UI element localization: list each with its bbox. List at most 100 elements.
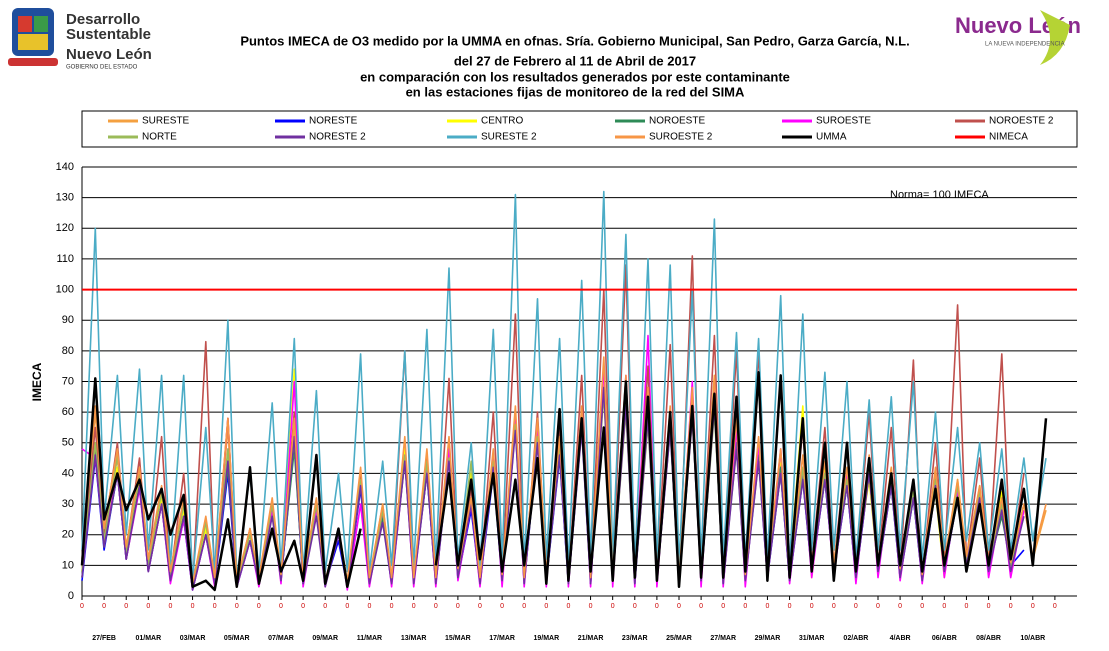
date-label: 03/MAR xyxy=(180,635,206,642)
x-tick-label: 0 xyxy=(942,603,946,610)
x-tick-label: 0 xyxy=(191,603,195,610)
date-label: 07/MAR xyxy=(268,635,294,642)
x-tick-label: 0 xyxy=(611,603,615,610)
y-tick-label: 70 xyxy=(62,375,74,387)
x-tick-label: 0 xyxy=(412,603,416,610)
x-tick-label: 0 xyxy=(478,603,482,610)
legend-label: CENTRO xyxy=(481,116,523,127)
logo-text: LA NUEVA INDEPENDENCIA xyxy=(985,42,1065,48)
y-tick-label: 90 xyxy=(62,314,74,326)
x-tick-label: 0 xyxy=(589,603,593,610)
y-tick-label: 30 xyxy=(62,498,74,510)
x-tick-label: 0 xyxy=(257,603,261,610)
annotation: Norma= 100 IMECA xyxy=(890,189,989,201)
legend-label: NORTE xyxy=(142,132,177,143)
y-tick-label: 100 xyxy=(56,283,74,295)
y-tick-label: 120 xyxy=(56,222,74,234)
date-label: 01/MAR xyxy=(135,635,161,642)
x-tick-label: 0 xyxy=(832,603,836,610)
logo-text: Desarrollo xyxy=(66,11,140,28)
date-label: 25/MAR xyxy=(666,635,692,642)
legend-label: SURESTE xyxy=(142,116,190,127)
y-tick-label: 50 xyxy=(62,437,74,449)
y-tick-label: 130 xyxy=(56,192,74,204)
x-tick-label: 0 xyxy=(146,603,150,610)
y-tick-label: 80 xyxy=(62,345,74,357)
date-label: 17/MAR xyxy=(489,635,515,642)
date-label: 09/MAR xyxy=(312,635,338,642)
x-tick-label: 0 xyxy=(1053,603,1057,610)
x-tick-label: 0 xyxy=(987,603,991,610)
logo-text: Nuevo León xyxy=(66,46,152,63)
x-tick-label: 0 xyxy=(898,603,902,610)
date-label: 27/MAR xyxy=(710,635,736,642)
y-tick-label: 0 xyxy=(68,590,74,602)
x-tick-label: 0 xyxy=(1009,603,1013,610)
x-tick-label: 0 xyxy=(80,603,84,610)
date-label: 15/MAR xyxy=(445,635,471,642)
logo-text: GOBIERNO DEL ESTADO xyxy=(66,65,138,71)
legend-label: SUROESTE 2 xyxy=(649,132,713,143)
x-tick-label: 0 xyxy=(345,603,349,610)
right-logo: Nuevo León LA NUEVA INDEPENDENCIA xyxy=(955,10,1081,65)
x-tick-label: 0 xyxy=(699,603,703,610)
series-line xyxy=(81,386,1025,591)
chart-title: Puntos IMECA de O3 medido por la UMMA en… xyxy=(240,33,909,48)
logo-text: Sustentable xyxy=(66,26,151,43)
x-tick-label: 0 xyxy=(876,603,880,610)
legend-label: NOROESTE xyxy=(649,116,705,127)
x-tick-label: 0 xyxy=(500,603,504,610)
x-tick-label: 0 xyxy=(168,603,172,610)
date-label: 10/ABR xyxy=(1020,635,1045,642)
date-label: 4/ABR xyxy=(890,635,911,642)
y-tick-label: 10 xyxy=(62,559,74,571)
x-tick-label: 0 xyxy=(633,603,637,610)
date-label: 11/MAR xyxy=(357,635,382,642)
x-tick-label: 0 xyxy=(434,603,438,610)
legend-label: UMMA xyxy=(816,132,847,143)
date-label: 21/MAR xyxy=(578,635,604,642)
date-label: 08/ABR xyxy=(976,635,1001,642)
legend-label: NOROESTE 2 xyxy=(989,116,1054,127)
x-tick-label: 0 xyxy=(390,603,394,610)
date-label: 02/ABR xyxy=(843,635,868,642)
x-tick-label: 0 xyxy=(677,603,681,610)
subtitle: del 27 de Febrero al 11 de Abril de 2017 xyxy=(454,53,696,68)
y-tick-label: 60 xyxy=(62,406,74,418)
y-tick-label: 40 xyxy=(62,467,74,479)
x-tick-label: 0 xyxy=(544,603,548,610)
subtitle: en comparación con los resultados genera… xyxy=(360,69,790,84)
x-tick-label: 0 xyxy=(124,603,128,610)
x-tick-label: 0 xyxy=(788,603,792,610)
legend-label: SURESTE 2 xyxy=(481,132,537,143)
series-line xyxy=(80,371,1048,592)
date-label: 06/ABR xyxy=(932,635,957,642)
x-tick-label: 0 xyxy=(721,603,725,610)
y-tick-label: 110 xyxy=(56,253,74,265)
date-label: 29/MAR xyxy=(755,635,781,642)
x-tick-label: 0 xyxy=(235,603,239,610)
legend-label: NIMECA xyxy=(989,132,1028,143)
x-tick-label: 0 xyxy=(765,603,769,610)
y-axis-label: IMECA xyxy=(30,362,44,401)
legend-label: NORESTE 2 xyxy=(309,132,366,143)
x-tick-label: 0 xyxy=(854,603,858,610)
series-line xyxy=(81,334,1025,591)
date-label: 19/MAR xyxy=(533,635,559,642)
x-tick-label: 0 xyxy=(810,603,814,610)
x-tick-label: 0 xyxy=(301,603,305,610)
subtitle: en las estaciones fijas de monitoreo de … xyxy=(406,84,745,99)
x-tick-label: 0 xyxy=(323,603,327,610)
y-tick-label: 140 xyxy=(56,161,74,173)
date-label: 27/FEB xyxy=(92,635,116,642)
x-tick-label: 0 xyxy=(743,603,747,610)
x-tick-label: 0 xyxy=(566,603,570,610)
legend-box xyxy=(81,110,1078,148)
left-logo: Desarrollo Sustentable Nuevo León GOBIER… xyxy=(8,8,152,71)
legend-label: SUROESTE xyxy=(816,116,871,127)
y-tick-label: 20 xyxy=(62,529,74,541)
date-label: 05/MAR xyxy=(224,635,250,642)
x-tick-label: 0 xyxy=(367,603,371,610)
